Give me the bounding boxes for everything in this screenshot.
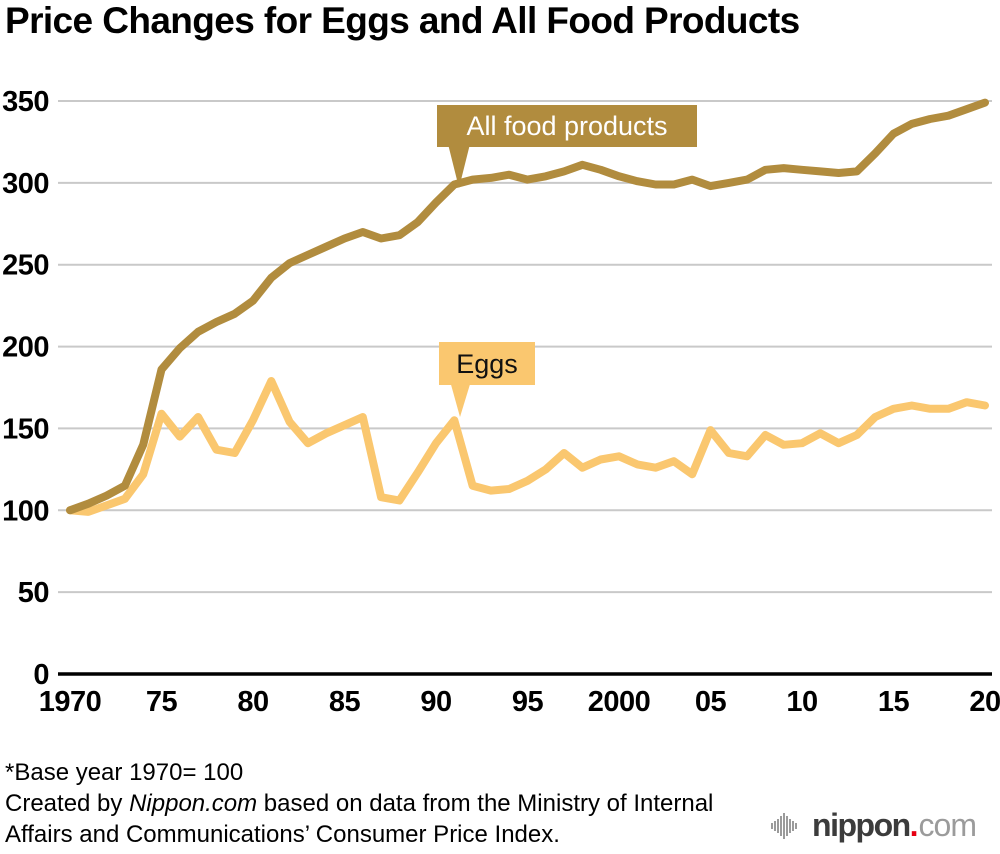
y-tick-label-150: 150: [2, 413, 49, 445]
footnote: *Base year 1970= 100 Created by Nippon.c…: [5, 757, 713, 850]
y-tick-label-0: 0: [33, 659, 49, 691]
nippon-brand-text: Nippon.com: [129, 790, 258, 817]
all-food-products-callout: All food products: [437, 105, 697, 188]
eggs-callout-label: Eggs: [456, 349, 518, 379]
all-food-products-line: [66, 98, 989, 515]
all-food-products-callout-box: [437, 105, 697, 147]
footnote-line-1: *Base year 1970= 100: [5, 759, 244, 786]
footnote-line-2-prefix: Created by: [5, 790, 130, 817]
all-food-products-callout-tail: [448, 144, 470, 188]
nippon-logo-text: nippon.com: [812, 807, 977, 844]
x-tick-label-15: 15: [878, 686, 910, 718]
nippon-logo: nippon.com: [771, 807, 977, 844]
eggs-callout-tail: [450, 381, 471, 417]
y-tick-label-300: 300: [2, 168, 49, 200]
logo-name: nippon: [812, 807, 911, 843]
x-tick-label-2000: 2000: [588, 686, 651, 718]
x-tick-label-80: 80: [237, 686, 268, 718]
x-tick-label-1970: 1970: [39, 686, 102, 718]
logo-tld: com: [918, 807, 977, 843]
page-title: Price Changes for Eggs and All Food Prod…: [5, 0, 800, 41]
x-tick-label-10: 10: [786, 686, 817, 718]
soundwave-bars-icon: [771, 812, 798, 839]
y-tick-label-250: 250: [2, 250, 49, 282]
x-tick-label-85: 85: [329, 686, 361, 718]
footnote-line-3: Affairs and Communications’ Consumer Pri…: [5, 821, 560, 848]
eggs-callout: Eggs: [439, 342, 535, 417]
footnote-line-2-suffix: based on data from the Ministry of Inter…: [257, 790, 714, 817]
axis-tick-labels: 0 50 100 150 200 250 300 350 1970 75 80 85 90 95 2000 0…: [2, 86, 1000, 718]
x-tick-label-90: 90: [420, 686, 451, 718]
y-tick-label-100: 100: [2, 495, 49, 527]
eggs-callout-box: [439, 342, 535, 385]
y-tick-label-50: 50: [18, 577, 49, 609]
logo-red-dot: .: [909, 807, 919, 843]
footnote-line-2: Created by Nippon.com based on data from…: [5, 788, 713, 819]
y-tick-label-200: 200: [2, 332, 49, 364]
eggs-line: [66, 377, 989, 516]
x-tick-label-05: 05: [695, 686, 727, 718]
x-tick-label-95: 95: [512, 686, 544, 718]
y-tick-label-350: 350: [2, 86, 49, 118]
x-tick-label-75: 75: [146, 686, 178, 718]
x-tick-label-20: 20: [969, 686, 1000, 718]
all-food-products-callout-label: All food products: [466, 111, 667, 141]
series-lines: [66, 98, 989, 516]
gridlines: [58, 100, 992, 676]
